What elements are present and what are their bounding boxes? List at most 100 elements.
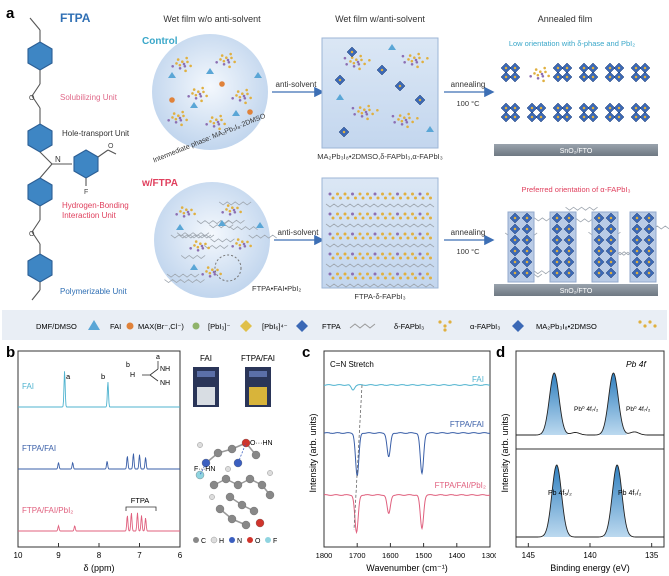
ftpa-wet-delta [418, 272, 422, 276]
model-atom [237, 500, 247, 510]
model-atom [195, 470, 205, 480]
nmr-peak-a: a [66, 372, 71, 381]
control-wet-cluster [400, 119, 404, 123]
nmr-traces [18, 371, 180, 532]
xps-x-label: Binding energy (eV) [550, 563, 630, 573]
control-wet-cluster [410, 62, 414, 66]
control-wet-cluster [400, 122, 404, 126]
ftir-title: C=N Stretch [330, 360, 374, 369]
control-annealed-octa-center [643, 75, 647, 79]
ftpa-cluster [194, 240, 198, 243]
ftpa-wet-delta [411, 232, 414, 236]
ftpa-wet-polymer [325, 283, 435, 288]
ftpa-cluster [238, 246, 242, 250]
xps-pb0-52: Pb⁰ 4f₇/₂ [626, 405, 651, 413]
ftpa-wet-delta [388, 232, 392, 236]
xps-top-envelope [516, 372, 664, 436]
model-atom [227, 444, 237, 454]
control-wet-cluster [350, 56, 354, 59]
ftpa-annealed-octa-center [647, 216, 651, 220]
ftpa-wet-delta [411, 192, 414, 196]
model-atom [267, 470, 273, 476]
ftpa-wet-delta [403, 232, 407, 236]
control-wet-octa-center [342, 130, 346, 134]
control-wet-cluster [358, 67, 361, 71]
control-cluster [229, 52, 232, 56]
ftpa-wet-delta [366, 212, 369, 216]
nmr-x-label: δ (ppm) [83, 563, 114, 573]
ftpa-annealed-octa-center [635, 238, 639, 242]
control-annealed-octa-center [591, 115, 595, 119]
ftpa-cluster [236, 206, 239, 210]
atom-legend-o: O [255, 538, 261, 545]
control-cluster [177, 114, 180, 118]
ftpa-annealed-caption: Preferred orientation of α-FAPbI₃ [521, 185, 630, 194]
ftpa-wet-delta [418, 232, 422, 236]
nmr-ftpa-bracket-label: FTPA [131, 496, 150, 505]
control-cluster [178, 116, 182, 120]
control-cluster [176, 58, 180, 61]
control-cluster [215, 61, 218, 64]
ftpa-annealed-octa-center [567, 260, 571, 264]
control-annealed-octa-center [617, 66, 621, 70]
control-cluster [222, 62, 226, 66]
ftpa-molecule [27, 17, 117, 301]
vial-ftpa-fai-label: FTPA/FAI [241, 354, 275, 363]
ftpa-cluster [179, 210, 182, 213]
ftpa-wet-delta [358, 252, 362, 256]
control-cluster [235, 94, 238, 97]
ftpa-wet-delta [384, 256, 387, 260]
legend-delta-marker [438, 320, 452, 332]
f-hn-bond [199, 462, 207, 476]
control-annealed-octa-center [565, 75, 569, 79]
control-annealed-delta [536, 73, 540, 77]
ftpa-wet-delta [421, 276, 425, 280]
ftpa-wet-delta [406, 196, 410, 200]
ftpa-wet-delta [429, 276, 432, 280]
ftpa-wet-delta [391, 276, 395, 280]
ftpa-cluster [231, 206, 234, 210]
control-wet-cluster [366, 117, 369, 121]
control-fai [169, 97, 175, 103]
control-annealed-octa-center [617, 106, 621, 110]
ftpa-wet-crystals [325, 192, 435, 288]
control-cluster [197, 90, 200, 94]
control-cluster [210, 116, 214, 119]
ftpa-wet-delta [331, 196, 335, 200]
control-cluster [212, 121, 216, 125]
control-cluster [215, 118, 218, 122]
control-annealed-delta [543, 66, 546, 70]
control-cluster [205, 123, 208, 126]
control-wet-cluster [345, 63, 348, 66]
ftpa-wet-delta [391, 236, 395, 240]
ftpa-wet-delta [358, 272, 362, 276]
control-annealed-octa-center [634, 75, 638, 79]
ftpa-wet-delta [421, 196, 425, 200]
control-wet-cluster [351, 106, 355, 110]
ftpa-annealed-octa-center [525, 227, 529, 231]
ftpa-annealed-polymer [565, 206, 598, 211]
ftpa-cluster [186, 210, 190, 214]
ftir-tick-label: 1500 [415, 551, 432, 560]
control-substrate [494, 144, 658, 156]
molecule-name: FTPA [60, 11, 91, 25]
ftpa-wet-delta [346, 276, 350, 280]
xps-bottom-trace [516, 464, 664, 538]
ftir-guide-line [353, 384, 363, 531]
control-cluster [219, 58, 222, 61]
ftpa-annealed-octa-center [513, 227, 517, 231]
control-annealed-octa-center [539, 115, 543, 119]
control-wet-cluster [404, 118, 408, 122]
ftpa-solvent [190, 264, 198, 270]
ftpa-wet-delta [361, 236, 365, 240]
control-wet-octa-center [398, 84, 402, 88]
control-wet-solvent [388, 44, 396, 50]
legend-dmf-marker [88, 320, 100, 330]
ftpa-cluster [193, 212, 196, 216]
ftpa-cluster [207, 246, 210, 250]
legend-ma: MA₂Pb₃I₈•2DMSO [536, 322, 597, 331]
ftpa-cluster [211, 268, 214, 272]
control-wet-cluster [368, 108, 371, 112]
control-annealed-octa-center [504, 115, 508, 119]
ftpa-wet-polymer [325, 263, 435, 268]
